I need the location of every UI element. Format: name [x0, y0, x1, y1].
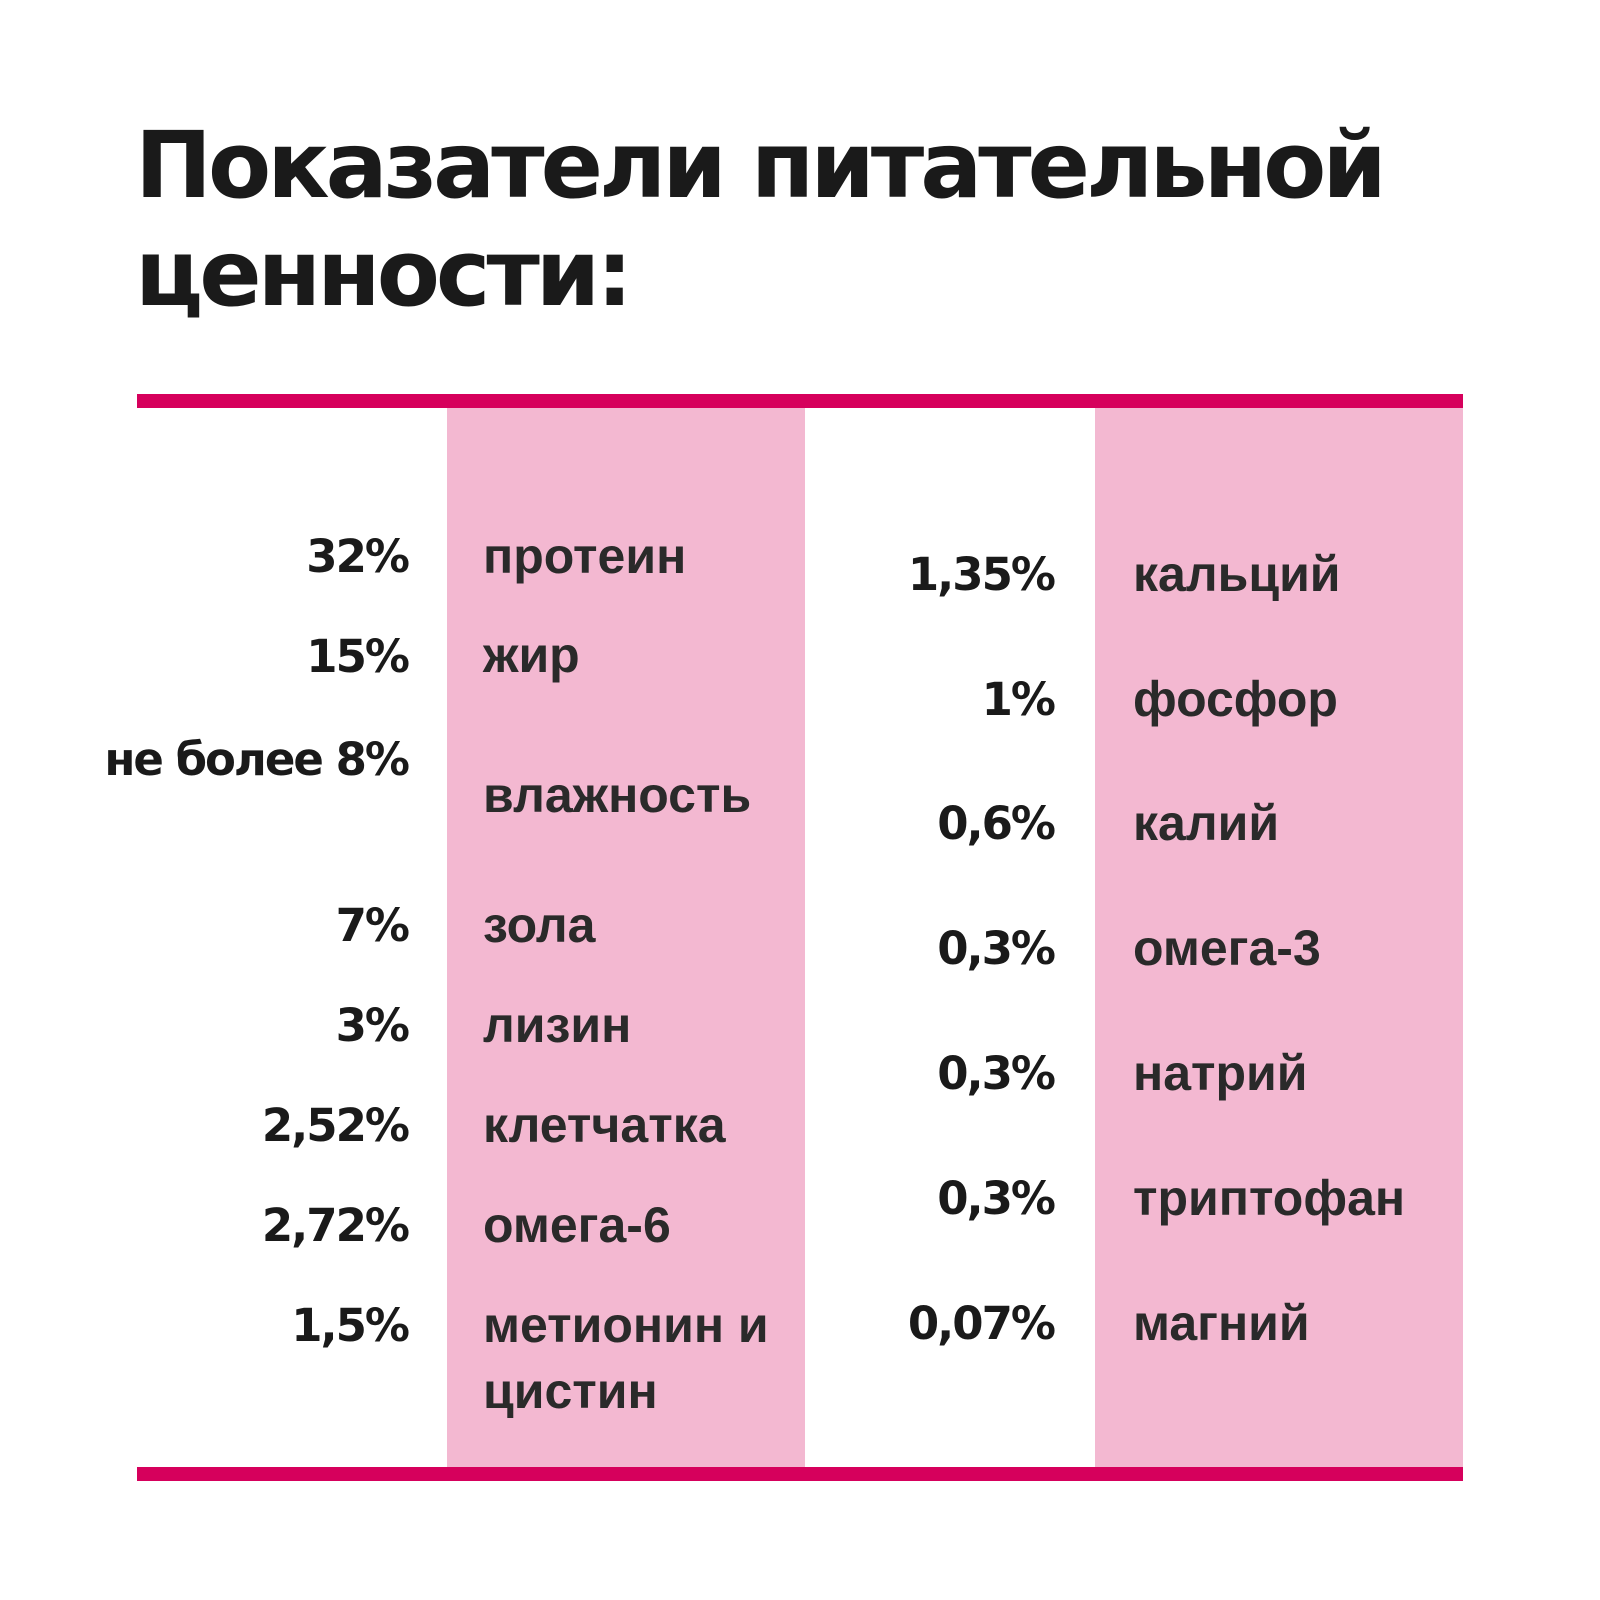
- title-line-1: Показатели питательной: [135, 112, 1387, 219]
- nutrient-label: метионин и цистин: [483, 1297, 769, 1419]
- nutrient-label: триптофан: [1133, 1170, 1406, 1226]
- nutrient-label: натрий: [1133, 1045, 1308, 1101]
- nutrient-value: 0,07%: [907, 1297, 1056, 1350]
- nutrient-label: омега-3: [1133, 920, 1321, 976]
- nutrient-value: 1,35%: [907, 548, 1056, 601]
- nutrient-label: фосфор: [1133, 671, 1338, 727]
- nutrient-value: не более 8%: [104, 733, 410, 786]
- nutrient-value: 1,5%: [291, 1299, 410, 1352]
- nutrient-value: 15%: [306, 630, 410, 683]
- nutrient-value: 3%: [335, 999, 410, 1052]
- nutrient-label: влажность: [483, 767, 752, 823]
- nutrient-value: 32%: [306, 530, 410, 583]
- nutrient-label: клетчатка: [483, 1097, 726, 1153]
- nutrient-value: 2,52%: [261, 1099, 410, 1152]
- label-band-left: [447, 408, 805, 1467]
- nutrient-value: 0,3%: [937, 1172, 1056, 1225]
- nutrient-value: 7%: [335, 899, 410, 952]
- nutrient-label: протеин: [483, 528, 687, 584]
- nutrient-value: 0,6%: [937, 797, 1056, 850]
- label-band-right: [1095, 408, 1463, 1467]
- nutrient-label: омега-6: [483, 1197, 671, 1253]
- nutrient-label: кальций: [1133, 546, 1341, 602]
- nutrient-value: 1%: [981, 673, 1056, 726]
- nutrient-label: калий: [1133, 795, 1280, 851]
- nutrient-value: 0,3%: [937, 1047, 1056, 1100]
- nutrient-label: магний: [1133, 1295, 1310, 1351]
- page-title: Показатели питательной ценности:: [135, 112, 1535, 328]
- top-divider: [137, 394, 1463, 408]
- nutrient-label: лизин: [483, 997, 632, 1053]
- nutrient-value: 0,3%: [937, 922, 1056, 975]
- nutrient-label: жир: [483, 627, 580, 683]
- title-line-2: ценности:: [135, 220, 633, 327]
- nutrient-value: 2,72%: [261, 1199, 410, 1252]
- bottom-divider: [137, 1467, 1463, 1481]
- nutrient-label: зола: [483, 897, 596, 953]
